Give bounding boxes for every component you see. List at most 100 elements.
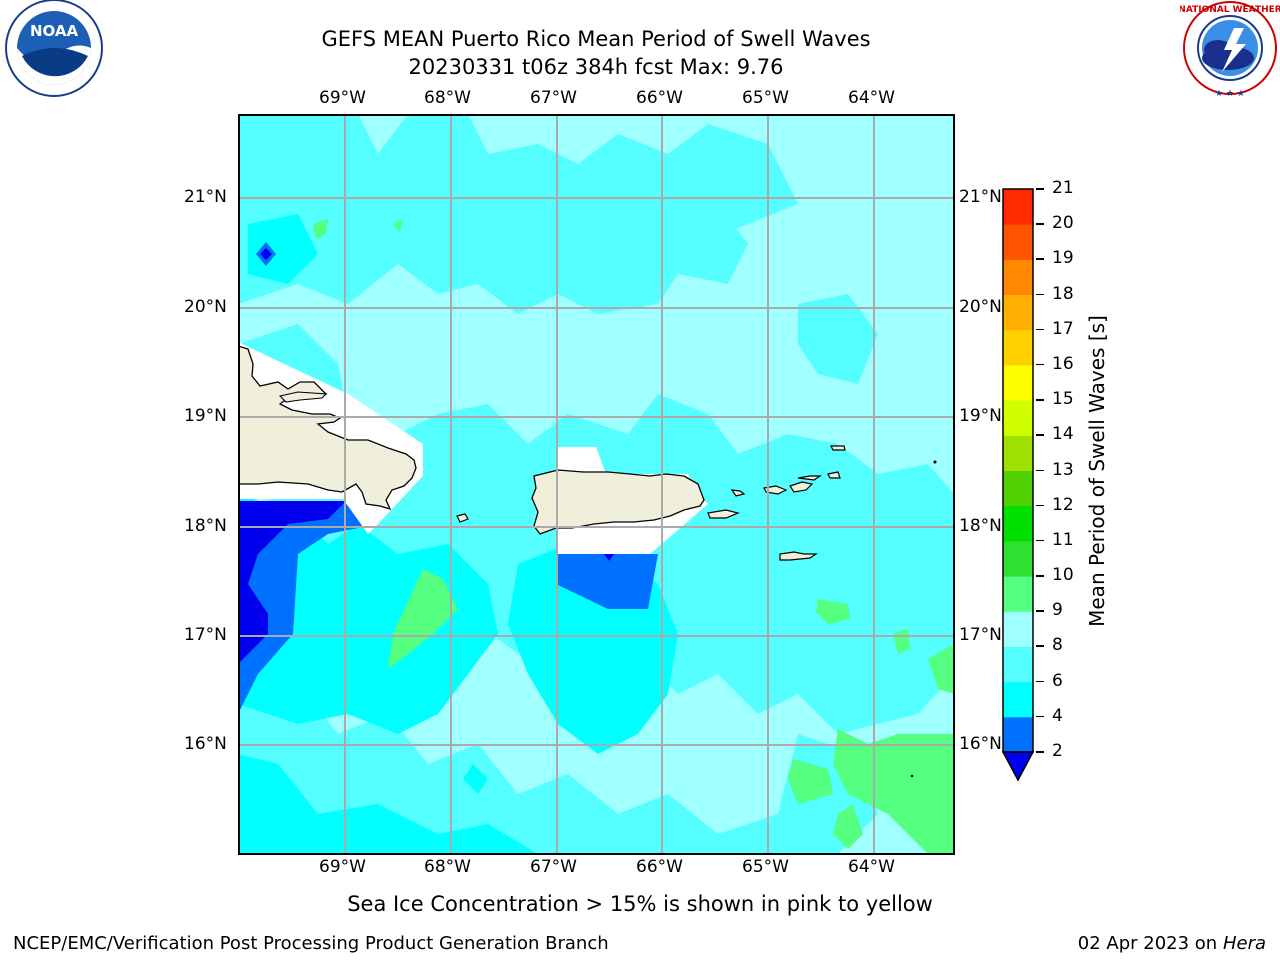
colorbar-segment	[1003, 716, 1033, 753]
lon-label-top: 69°W	[319, 88, 366, 108]
lat-label-left: 18°N	[184, 516, 227, 536]
lat-label-right: 18°N	[959, 516, 1002, 536]
colorbar-tick-label: 17	[1052, 318, 1074, 339]
branch-credit: NCEP/EMC/Verification Post Processing Pr…	[13, 933, 609, 954]
colorbar-segment	[1003, 646, 1033, 683]
lon-label-top: 64°W	[848, 88, 895, 108]
map-title-line1: GEFS MEAN Puerto Rico Mean Period of Swe…	[321, 27, 871, 51]
map-frame	[238, 114, 955, 855]
nws-logo-icon: NATIONAL WEATHER ★ ★ ★	[1180, 1, 1280, 99]
colorbar-tick-label: 4	[1052, 705, 1063, 726]
noaa-logo-icon: NOAA	[5, 0, 103, 97]
sea-ice-note: Sea Ice Concentration > 15% is shown in …	[347, 892, 933, 916]
map-title-line2: 20230331 t06z 384h fcst Max: 9.76	[408, 55, 784, 79]
colorbar-segment	[1003, 224, 1033, 260]
colorbar-segment	[1003, 400, 1033, 436]
lon-label-bottom: 69°W	[319, 857, 366, 877]
colorbar-tick-label: 15	[1052, 389, 1074, 410]
lon-label-bottom: 68°W	[424, 857, 471, 877]
islet-dot	[933, 460, 937, 464]
lon-label-top: 66°W	[636, 88, 683, 108]
colorbar-tick-mark	[1036, 328, 1044, 331]
mona-island	[456, 513, 469, 523]
colorbar-tick-mark	[1036, 399, 1044, 401]
lon-label-top: 65°W	[742, 88, 789, 108]
colorbar-tick-label: 12	[1052, 494, 1074, 515]
lat-label-right: 17°N	[959, 625, 1002, 645]
islet-dot	[910, 774, 914, 778]
virgin-gorda-island	[827, 471, 841, 479]
machine-name: Hera	[1222, 933, 1266, 954]
svg-text:NOAA: NOAA	[30, 22, 79, 40]
bay-islet	[278, 391, 328, 403]
lon-label-bottom: 66°W	[636, 857, 683, 877]
graticule	[238, 114, 954, 854]
svg-text:★ ★ ★: ★ ★ ★	[1215, 89, 1245, 99]
colorbar-tick-mark	[1036, 363, 1044, 366]
colorbar-tick-label: 10	[1052, 565, 1074, 586]
colorbar-tick-mark	[1036, 751, 1044, 753]
lat-label-left: 17°N	[184, 625, 227, 645]
hispaniola-land	[238, 345, 417, 511]
lon-label-top: 67°W	[530, 88, 577, 108]
colorbar-label: Mean Period of Swell Waves [s]	[1085, 315, 1109, 627]
colorbar-frame	[1002, 188, 1034, 753]
date-text: 02 Apr 2023 on	[1077, 933, 1223, 954]
colorbar-segment	[1003, 435, 1033, 471]
lat-label-left: 16°N	[184, 734, 227, 754]
colorbar-segment	[1003, 611, 1033, 647]
colorbar-tick-mark	[1036, 610, 1044, 612]
colorbar-tick-label: 20	[1052, 213, 1074, 234]
colorbar-tick-label: 19	[1052, 248, 1074, 269]
colorbar-tick-mark	[1036, 223, 1044, 225]
colorbar-tick-label: 13	[1052, 459, 1074, 480]
field-below-2s	[238, 248, 614, 664]
lon-label-bottom: 64°W	[848, 857, 895, 877]
colorbar-tick-label: 6	[1052, 670, 1063, 691]
lon-label-bottom: 65°W	[742, 857, 789, 877]
colorbar-tick-mark	[1036, 575, 1044, 577]
colorbar-tick-mark	[1036, 680, 1044, 683]
lon-label-top: 68°W	[424, 88, 471, 108]
colorbar-tick-label: 8	[1052, 635, 1063, 656]
colorbar-segment	[1003, 294, 1033, 331]
lat-label-left: 21°N	[184, 187, 227, 207]
lat-label-right: 16°N	[959, 734, 1002, 754]
generation-date: 02 Apr 2023 on Hera	[1078, 933, 1266, 954]
colorbar-tick-mark	[1036, 645, 1044, 647]
colorbar-tick-mark	[1036, 539, 1044, 542]
lat-label-right: 20°N	[959, 297, 1002, 317]
colorbar-segment	[1003, 470, 1033, 507]
st-croix-island	[779, 551, 818, 561]
colorbar-tick-mark	[1036, 188, 1044, 190]
colorbar-segment	[1003, 576, 1033, 612]
colorbar-tick-label: 16	[1052, 353, 1074, 374]
colorbar-tick-label: 14	[1052, 424, 1074, 445]
culebra-island	[730, 489, 746, 497]
colorbar-tick-label: 2	[1052, 741, 1063, 761]
colorbar-segment	[1003, 540, 1033, 577]
lon-label-bottom: 67°W	[530, 857, 577, 877]
field-4-6s	[238, 214, 678, 854]
anegada-island	[830, 445, 846, 451]
colorbar-tick-mark	[1036, 434, 1044, 436]
colorbar-tick-label: 9	[1052, 600, 1063, 621]
colorbar-segment	[1003, 189, 1033, 225]
field-9-10s	[313, 219, 954, 854]
swell-period-map	[238, 114, 955, 855]
colorbar-tick-mark	[1036, 715, 1044, 718]
st-john-island	[789, 481, 814, 493]
colorbar-segment	[1003, 681, 1033, 718]
st-thomas-island	[763, 485, 788, 495]
lat-label-right: 19°N	[959, 406, 1002, 426]
colorbar-tick-label: 18	[1052, 283, 1074, 304]
colorbar-tick-mark	[1036, 469, 1044, 471]
lat-label-right: 21°N	[959, 187, 1002, 207]
tortola-island	[797, 475, 822, 481]
field-2-4s	[238, 242, 658, 714]
svg-text:NATIONAL WEATHER: NATIONAL WEATHER	[1180, 5, 1280, 15]
colorbar-tick-mark	[1036, 504, 1044, 507]
colorbar-segment	[1003, 259, 1033, 296]
vieques-island	[707, 509, 740, 519]
colorbar-segment	[1003, 364, 1033, 401]
